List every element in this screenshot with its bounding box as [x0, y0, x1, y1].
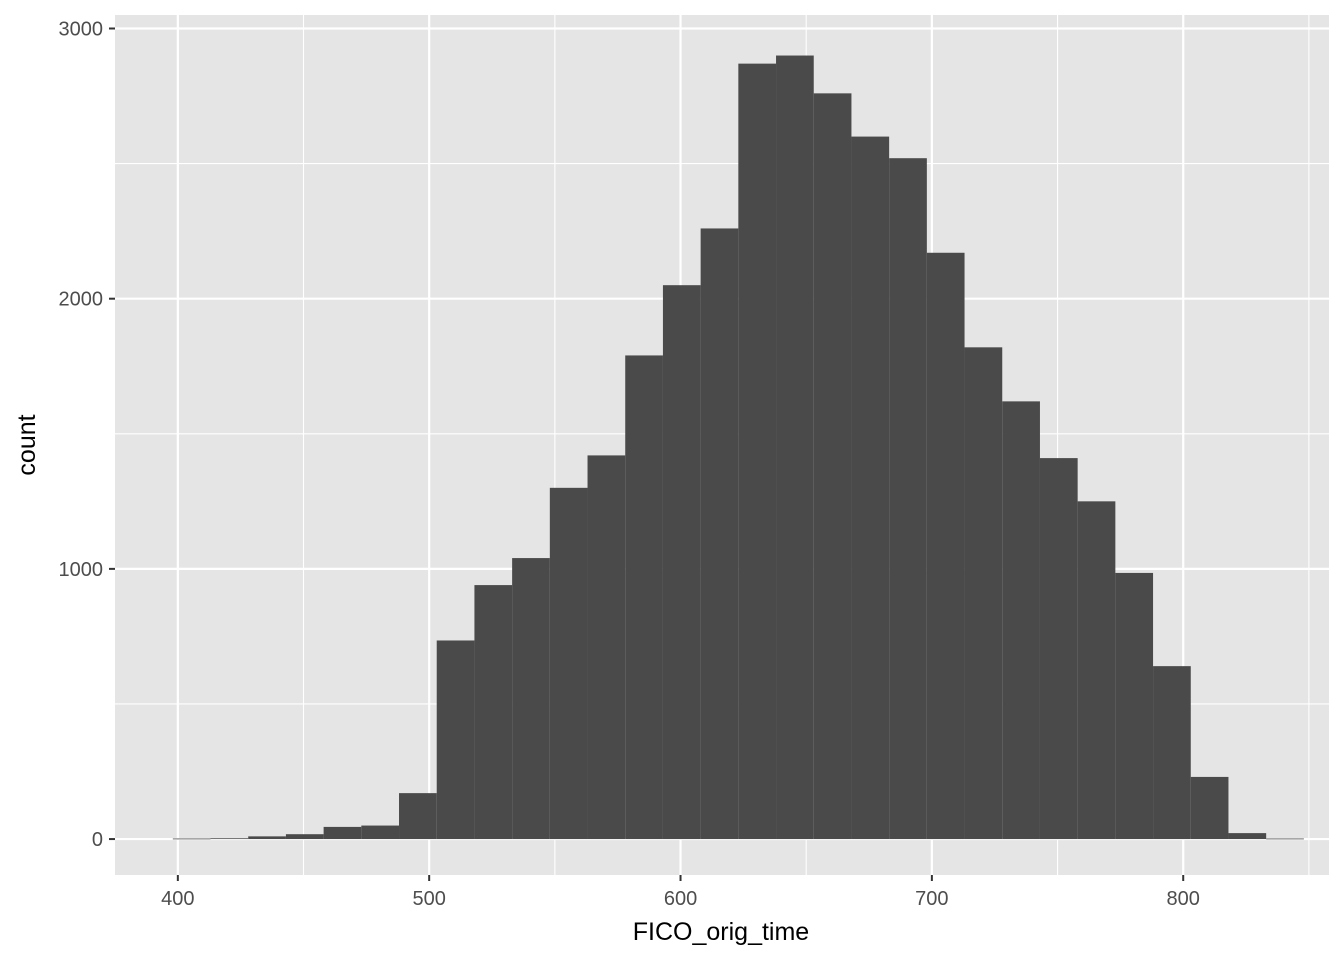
histogram-bar — [512, 558, 550, 840]
y-tick-label: 2000 — [59, 289, 104, 311]
histogram-bar — [776, 55, 814, 840]
histogram-bar — [474, 585, 513, 840]
histogram-bar — [172, 838, 211, 840]
y-axis-ticks: 0 1000 2000 3000 — [59, 19, 115, 851]
x-tick-label: 800 — [1167, 888, 1200, 910]
histogram-bar — [323, 826, 362, 840]
x-axis-ticks: 400 500 600 700 800 — [161, 875, 1200, 910]
histogram-bar — [851, 136, 890, 840]
histogram-bar — [1077, 501, 1116, 840]
x-axis-title: FICO_orig_time — [633, 918, 809, 946]
x-tick-label: 700 — [915, 888, 948, 910]
histogram-bars — [172, 55, 1304, 840]
histogram-bar — [662, 285, 701, 840]
y-tick-label: 0 — [92, 829, 103, 851]
histogram-bar — [700, 228, 739, 840]
histogram-bar — [587, 455, 626, 840]
histogram-bar — [625, 355, 663, 840]
histogram-bar — [926, 252, 965, 840]
histogram-bar — [210, 838, 249, 840]
histogram-bar — [1153, 666, 1191, 840]
histogram-bar — [1228, 833, 1267, 840]
x-tick-label: 500 — [412, 888, 445, 910]
histogram-bar — [248, 836, 286, 840]
histogram-bar — [361, 825, 400, 840]
histogram-bar — [436, 640, 475, 840]
histogram-bar — [1002, 401, 1040, 840]
histogram-bar — [285, 834, 324, 840]
y-axis-title: count — [13, 414, 41, 475]
y-tick-label: 1000 — [59, 559, 104, 581]
y-tick-label: 3000 — [59, 19, 104, 41]
histogram-bar — [1190, 776, 1229, 840]
histogram-bar — [889, 158, 927, 840]
histogram-bar — [1115, 572, 1154, 840]
histogram-bar — [813, 93, 852, 840]
histogram-bar — [549, 487, 588, 840]
histogram-bar — [1266, 838, 1304, 840]
histogram-bar — [738, 63, 777, 840]
x-tick-label: 600 — [664, 888, 697, 910]
x-tick-label: 400 — [161, 888, 194, 910]
histogram-bar — [964, 347, 1003, 840]
histogram-bar — [1039, 458, 1078, 840]
histogram-bar — [399, 793, 437, 840]
